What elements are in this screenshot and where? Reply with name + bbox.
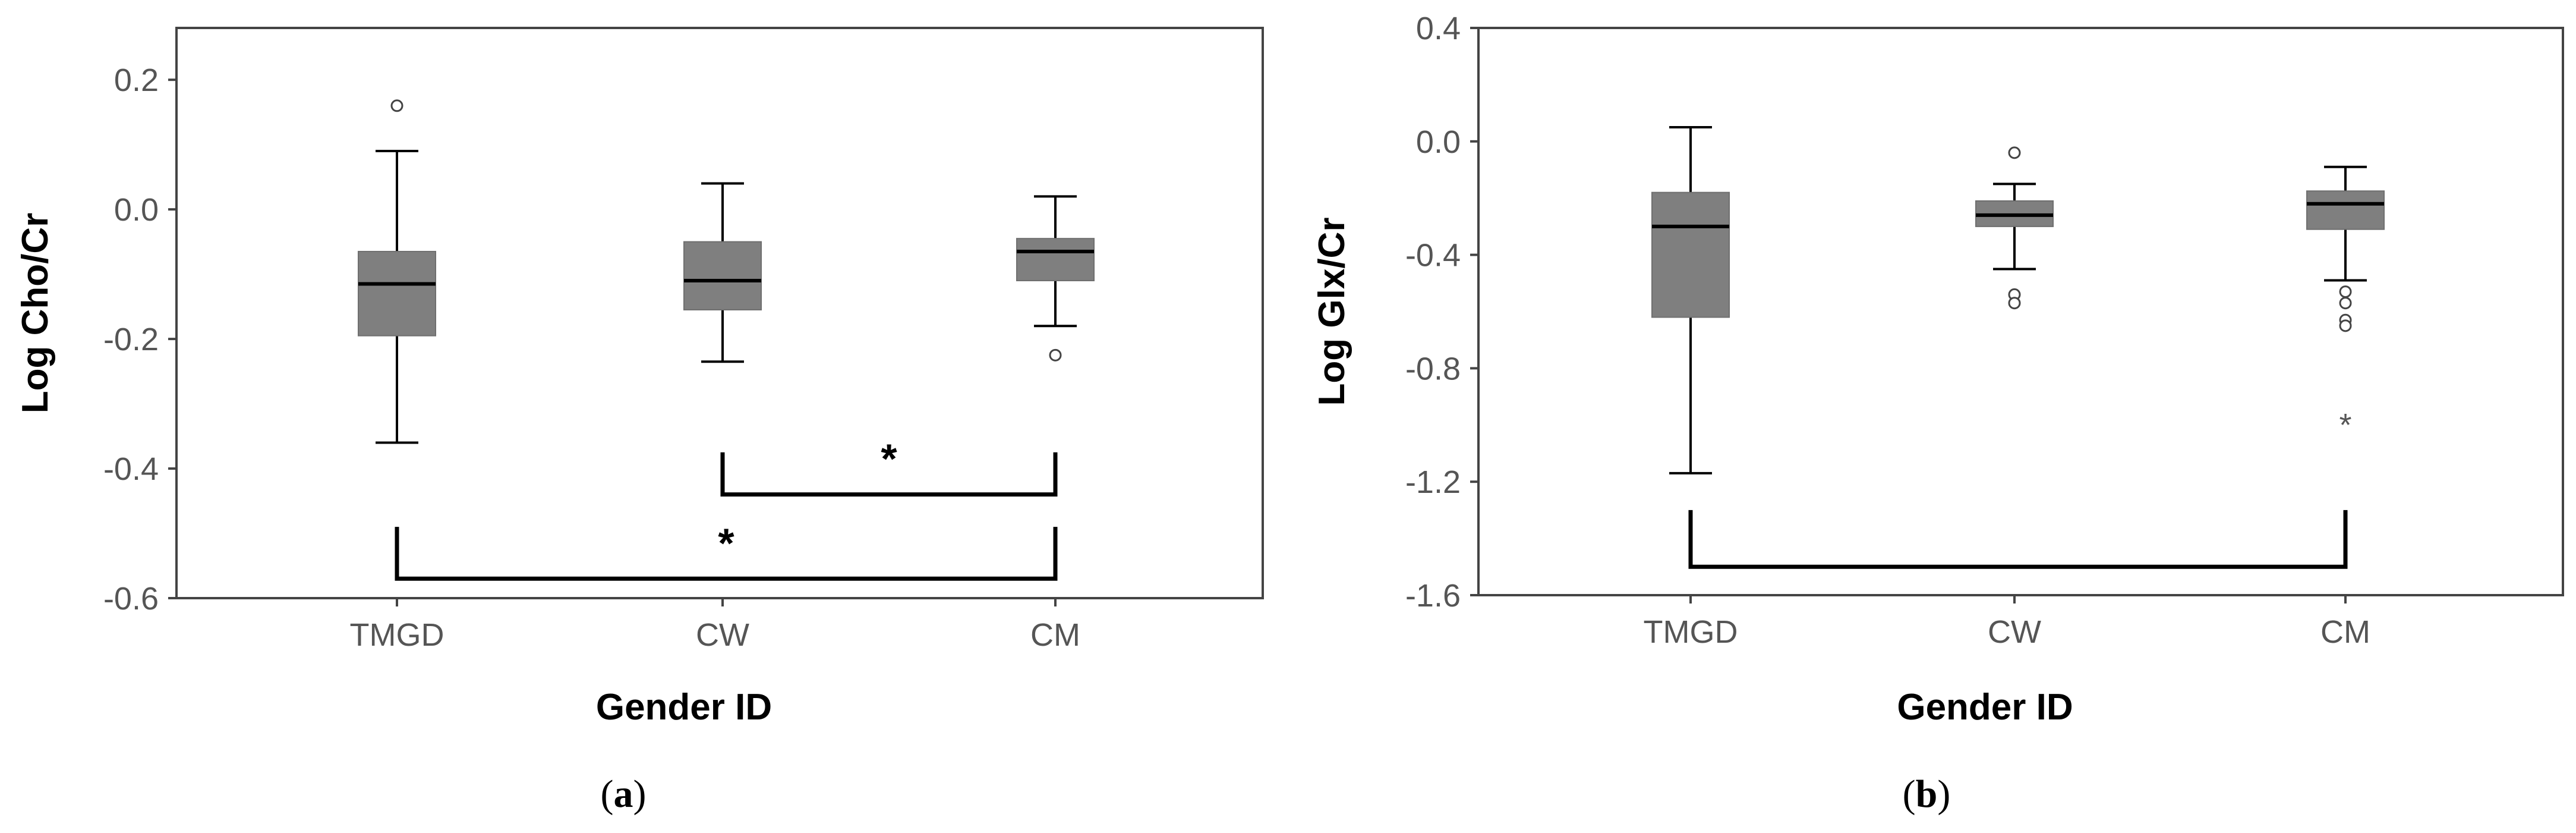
outlier-point (2339, 297, 2352, 310)
panel-b-label: (b) (1903, 772, 1951, 816)
box-tmgd (358, 99, 436, 444)
x-tick-label: CW (696, 617, 749, 653)
y-tick-label: -1.2 (1405, 464, 1461, 500)
significance-bracket (720, 452, 1058, 497)
box-body (358, 250, 436, 337)
box-cw (1975, 146, 2054, 310)
panel-b-marks: -1.6 -1.2 -0.8 -0.4 0.0 0.4 TMGD CW CM * (1405, 11, 2385, 650)
box-body (1016, 238, 1095, 282)
panel-a-marks: -0.6 -0.4 -0.2 0.0 0.2 TMGD CW CM * * (103, 62, 1095, 653)
significance-marker: * (881, 436, 897, 482)
x-tick-label: CW (1988, 614, 2041, 650)
x-tick-label: CM (1030, 617, 1080, 653)
y-tick-label: 0.0 (1416, 124, 1461, 160)
outlier-point (1049, 348, 1062, 362)
significance-bracket (1688, 510, 2348, 569)
box-cm (1016, 195, 1095, 362)
y-tick-label: -0.4 (1405, 238, 1461, 274)
extreme-point: * (2339, 407, 2351, 443)
y-tick-label: -0.2 (103, 322, 159, 357)
significance-bracket (395, 527, 1058, 581)
panel-b-label-letter: b (1916, 772, 1938, 816)
box-body (683, 241, 762, 311)
panel-a-label: (a) (601, 772, 647, 816)
panel-a-plot-frame (175, 27, 1264, 599)
x-tick-label: CM (2320, 614, 2370, 650)
y-tick-label: -0.8 (1405, 351, 1461, 386)
x-tick-label: TMGD (1644, 614, 1738, 650)
outlier-point (2339, 285, 2352, 298)
outlier-point (2008, 146, 2021, 159)
y-tick-label: 0.2 (114, 62, 159, 98)
panel-b-x-axis-title: Gender ID (1897, 687, 2073, 728)
y-tick-label: -1.6 (1405, 578, 1461, 614)
box-cm: * (2306, 165, 2385, 443)
box-tmgd (1651, 125, 1730, 474)
outlier-point (2339, 319, 2352, 332)
y-tick-label: 0.4 (1416, 11, 1461, 46)
panel-a-x-axis-title: Gender ID (596, 687, 772, 728)
panel-a-label-letter: a (614, 772, 633, 816)
box-body (2306, 190, 2385, 230)
y-tick-label: 0.0 (114, 192, 159, 228)
y-tick-label: -0.6 (103, 581, 159, 617)
box-body (1651, 191, 1730, 318)
outlier-point (390, 99, 403, 112)
panel-b-plot-frame (1477, 27, 2564, 596)
panel-a-y-axis-title: Log Cho/Cr (15, 213, 56, 414)
panel-b-y-axis-title: Log Glx/Cr (1311, 218, 1352, 406)
box-cw (683, 182, 762, 363)
outlier-point (2008, 297, 2021, 310)
y-tick-label: -0.4 (103, 451, 159, 487)
x-tick-label: TMGD (350, 617, 444, 653)
panel-b-chart: -1.6 -1.2 -0.8 -0.4 0.0 0.4 TMGD CW CM * Log Glx/… (1311, 11, 2564, 816)
significance-marker: * (718, 520, 734, 566)
